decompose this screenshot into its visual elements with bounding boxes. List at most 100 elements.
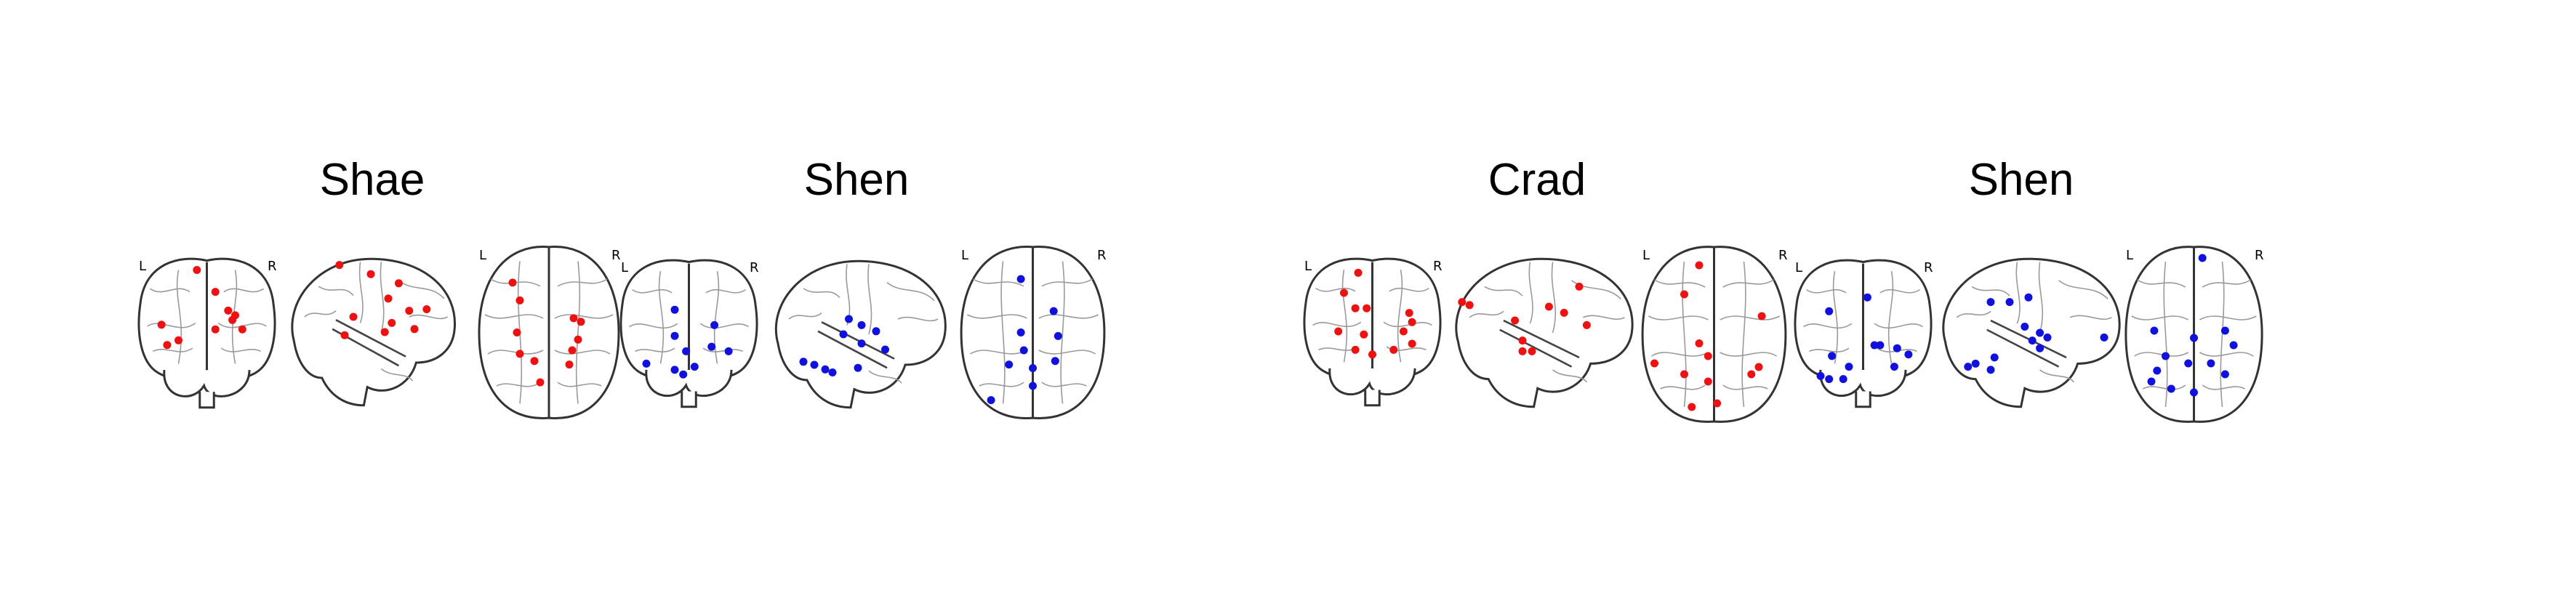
gyrus-line bbox=[1722, 279, 1774, 288]
node-marker bbox=[1334, 327, 1343, 336]
node-marker bbox=[1828, 352, 1837, 360]
left-hemisphere-label: L bbox=[2126, 248, 2133, 263]
node-marker bbox=[1051, 357, 1059, 366]
gyrus-line bbox=[702, 347, 743, 352]
left-hemisphere-label: L bbox=[139, 259, 146, 274]
left-hemisphere-label: L bbox=[1642, 248, 1650, 263]
sylvian-fissure bbox=[1503, 319, 1580, 359]
node-marker bbox=[2150, 326, 2159, 335]
node-marker bbox=[2207, 359, 2215, 368]
node-marker bbox=[1518, 347, 1527, 355]
node-marker bbox=[2220, 370, 2229, 379]
node-marker bbox=[1511, 316, 1520, 325]
node-marker bbox=[1582, 320, 1591, 329]
brain-view-sagittal bbox=[1455, 257, 1634, 408]
node-marker bbox=[857, 339, 866, 348]
cerebellum-outline bbox=[1328, 368, 1416, 396]
node-marker bbox=[821, 365, 830, 374]
node-marker bbox=[1713, 399, 1722, 408]
gyrus-line bbox=[1803, 323, 1853, 329]
node-marker bbox=[2036, 344, 2045, 352]
node-marker bbox=[366, 270, 375, 278]
node-marker bbox=[2220, 326, 2229, 335]
node-marker bbox=[388, 318, 396, 327]
node-marker bbox=[565, 360, 574, 369]
gyrus-line bbox=[2202, 384, 2246, 390]
gyrus-line bbox=[554, 350, 611, 355]
gyrus-line bbox=[2058, 280, 2108, 299]
node-marker bbox=[1680, 290, 1688, 299]
node-marker bbox=[422, 305, 431, 313]
gyrus-line bbox=[484, 314, 544, 319]
node-marker bbox=[1971, 359, 1980, 368]
node-marker bbox=[1986, 298, 1995, 307]
gyrus-line bbox=[1971, 286, 2010, 297]
gyrus-line bbox=[1060, 261, 1065, 404]
node-marker bbox=[1351, 345, 1360, 354]
cerebellum-outline bbox=[163, 369, 251, 398]
node-marker bbox=[724, 347, 733, 355]
gyrus-line bbox=[2199, 352, 2254, 357]
node-marker bbox=[2024, 293, 2033, 302]
gyrus-line bbox=[867, 264, 872, 335]
gyrus-line bbox=[1682, 261, 1687, 408]
node-marker bbox=[384, 294, 393, 303]
node-marker bbox=[1016, 328, 1025, 336]
gyrus-line bbox=[1720, 315, 1781, 320]
node-marker bbox=[2153, 366, 2162, 375]
node-marker bbox=[1351, 304, 1360, 312]
node-marker bbox=[1019, 346, 1028, 355]
node-marker bbox=[1757, 312, 1766, 320]
node-marker bbox=[1458, 298, 1466, 307]
brain-outline bbox=[291, 257, 456, 407]
node-marker bbox=[1893, 344, 1901, 352]
node-marker bbox=[228, 315, 237, 324]
node-marker bbox=[670, 331, 679, 340]
node-marker bbox=[1408, 339, 1416, 348]
brainstem-outline bbox=[198, 392, 215, 409]
node-marker bbox=[1870, 341, 1879, 350]
gyrus-line bbox=[1038, 350, 1096, 355]
node-marker bbox=[574, 335, 582, 344]
node-marker bbox=[1368, 350, 1376, 359]
node-marker bbox=[1704, 352, 1712, 360]
sylvian-fissure bbox=[821, 321, 895, 360]
node-marker bbox=[881, 345, 889, 354]
node-marker bbox=[1005, 360, 1014, 369]
node-marker bbox=[335, 261, 344, 270]
brain-view-sagittal bbox=[1942, 257, 2121, 408]
node-marker bbox=[1688, 403, 1696, 411]
panel-title: Shen bbox=[804, 155, 910, 205]
gyrus-line bbox=[1041, 278, 1093, 287]
node-marker bbox=[1575, 282, 1584, 291]
node-marker bbox=[1354, 268, 1363, 277]
gyrus-line bbox=[635, 347, 675, 352]
right-hemisphere-label: R bbox=[1433, 259, 1443, 274]
gyrus-line bbox=[2015, 262, 2021, 324]
node-marker bbox=[2190, 334, 2198, 342]
node-marker bbox=[857, 320, 866, 329]
node-marker bbox=[2167, 384, 2175, 393]
node-marker bbox=[1695, 261, 1704, 270]
node-marker bbox=[2198, 254, 2207, 262]
node-marker bbox=[1747, 370, 1756, 379]
node-marker bbox=[1845, 363, 1853, 371]
right-hemisphere-label: R bbox=[1924, 260, 1933, 275]
node-marker bbox=[380, 328, 389, 336]
node-marker bbox=[1389, 345, 1398, 354]
gyrus-line bbox=[1041, 382, 1087, 387]
node-marker bbox=[1890, 363, 1898, 371]
gyrus-line bbox=[699, 323, 749, 329]
gyrus-line bbox=[409, 314, 449, 320]
gyrus-line bbox=[2142, 384, 2186, 390]
left-hemisphere-label: L bbox=[961, 248, 968, 263]
node-marker bbox=[670, 305, 679, 314]
node-marker bbox=[1863, 293, 1871, 302]
node-marker bbox=[1054, 331, 1062, 340]
node-marker bbox=[1650, 359, 1658, 368]
